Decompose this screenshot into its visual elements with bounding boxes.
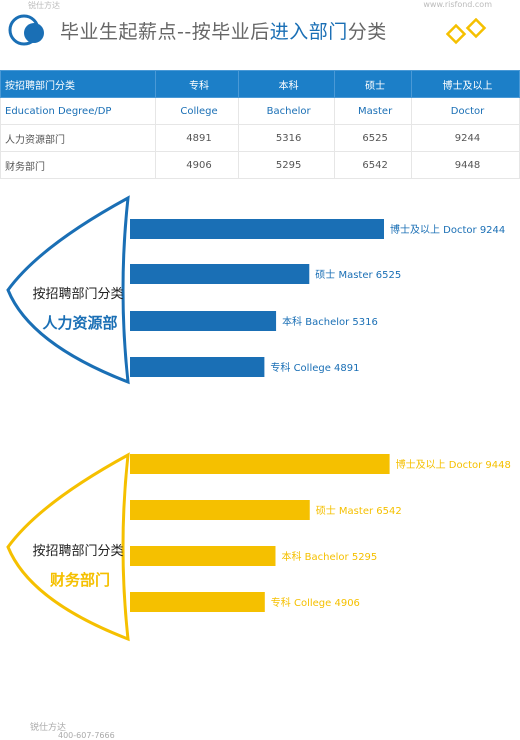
bar-label: 专科 College 4891 (270, 361, 359, 374)
logo-icon (8, 14, 44, 46)
bar (130, 219, 384, 239)
salary-table: 按招聘部门分类 专科 本科 硕士 博士及以上 Education Degree/… (0, 70, 520, 179)
page-title: 毕业生起薪点--按毕业后进入部门分类 (60, 17, 387, 44)
table-cell: 人力资源部门 (0, 124, 156, 152)
table-cell: 财务部门 (0, 151, 156, 179)
bar-label: 专科 College 4906 (271, 596, 360, 609)
header: 锐仕方达 www.risfond.com 毕业生起薪点--按毕业后进入部门分类 (0, 0, 520, 60)
chart-label-line2: 财务部门 (50, 571, 110, 589)
table-cell: 4891 (154, 124, 240, 152)
diamond-decoration-icon (446, 18, 487, 45)
category-shield-outline (6, 452, 130, 642)
title-highlight: 进入部门 (269, 21, 348, 43)
footer-watermark: 锐仕方达 (30, 723, 67, 733)
bar (130, 311, 277, 331)
bar (130, 546, 276, 566)
table-header-cell: 按招聘部门分类 (0, 70, 156, 98)
chart-label-line1: 按招聘部门分类 (32, 544, 123, 559)
table-cell: Doctor (411, 97, 520, 125)
bar-label: 本科 Bachelor 5316 (282, 315, 378, 328)
bar-label: 本科 Bachelor 5295 (281, 550, 377, 563)
table-row: 财务部门 4906 5295 6542 9448 (0, 151, 520, 179)
bar-label: 博士及以上 Doctor 9244 (390, 223, 505, 236)
chart-label-line2: 人力资源部 (42, 314, 117, 332)
table-cell: 4906 (154, 151, 240, 179)
bar (130, 357, 265, 377)
bar-label: 博士及以上 Doctor 9448 (396, 458, 511, 471)
title-main: 毕业生起薪点--按毕业后 (60, 21, 270, 43)
bar (130, 592, 265, 612)
bar (130, 264, 310, 284)
category-shield-outline (6, 195, 130, 385)
table-header-cell: 博士及以上 (411, 70, 520, 98)
table-cell: 5295 (238, 151, 336, 179)
title-tail: 分类 (347, 21, 387, 43)
watermark-top: 锐仕方达 (28, 1, 60, 10)
bar (130, 454, 390, 474)
footer-phone: 400-607-7666 (58, 731, 115, 740)
site-url: www.risfond.com (423, 0, 492, 9)
chart-label-line1: 按招聘部门分类 (32, 287, 123, 302)
table-row: 人力资源部门 4891 5316 6525 9244 (0, 124, 520, 152)
bar-label: 硕士 Master 6542 (316, 504, 402, 517)
table-cell: 9448 (411, 151, 520, 179)
bar (130, 500, 310, 520)
table-cell: 6542 (334, 151, 413, 179)
bar-label: 硕士 Master 6525 (315, 268, 401, 281)
table-cell: College (154, 97, 240, 125)
table-cell: 9244 (411, 124, 520, 152)
